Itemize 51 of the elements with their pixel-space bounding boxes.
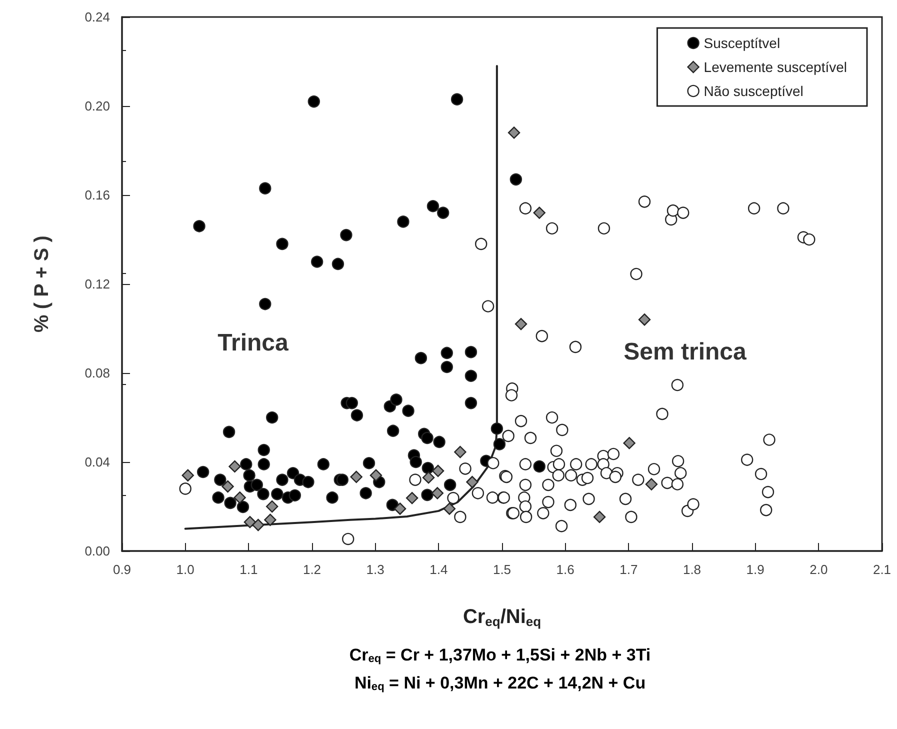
y-tick-label: 0.24 xyxy=(84,10,110,24)
point xyxy=(252,518,264,532)
legend-label: Susceptítvel xyxy=(704,35,780,51)
y-tick-label: 0.16 xyxy=(84,188,110,202)
text: Creq = Cr + 1,37Mo + 1,5Si + 2Nb + 3Ti xyxy=(349,646,651,665)
point xyxy=(645,478,658,490)
point xyxy=(623,436,636,450)
y-tick-label: 0.00 xyxy=(84,544,110,558)
legend-label: Não susceptível xyxy=(704,83,804,99)
y-axis-title: % ( P + S ) xyxy=(31,236,53,332)
y-tick-label: 0.12 xyxy=(84,276,110,292)
point xyxy=(244,516,256,528)
y-tick-label: 0.04 xyxy=(84,454,110,470)
point xyxy=(431,487,444,500)
point xyxy=(234,492,246,504)
point xyxy=(182,469,194,482)
point xyxy=(222,480,234,493)
point xyxy=(638,314,651,326)
x-tick-label: 1.5 xyxy=(492,562,512,577)
x-tick-label: 1.1 xyxy=(240,562,258,577)
x-tick-label: 2.0 xyxy=(810,562,828,577)
point xyxy=(266,500,278,513)
y-tick-label: 0.20 xyxy=(84,98,110,114)
point xyxy=(432,464,444,477)
legend-label: Levemente susceptível xyxy=(704,59,848,75)
x-tick-label: 1.0 xyxy=(176,562,194,577)
x-tick-label: 1.9 xyxy=(746,562,764,577)
x-tick-label: 1.2 xyxy=(302,562,322,577)
point xyxy=(454,446,466,458)
point xyxy=(443,502,456,515)
point xyxy=(466,476,478,488)
annotation: Trinca xyxy=(218,330,289,356)
point xyxy=(533,206,546,219)
point xyxy=(264,514,276,526)
point xyxy=(228,460,241,473)
annotation: Sem trinca xyxy=(624,338,748,366)
x-tick-label: 1.7 xyxy=(620,562,638,577)
point xyxy=(514,318,528,330)
x-tick-label: 1.6 xyxy=(556,562,574,577)
x-tick-label: 2.1 xyxy=(872,562,892,577)
x-tick-label: 1.4 xyxy=(430,562,448,577)
y-tick-label: 0.08 xyxy=(84,366,110,380)
x-tick-label: 0.9 xyxy=(112,562,132,577)
x-tick-label: 1.3 xyxy=(366,562,384,577)
point xyxy=(350,470,362,484)
point xyxy=(593,510,606,524)
point xyxy=(422,471,435,484)
text: Nieq = Ni + 0,3Mn + 22C + 14,2N + Cu xyxy=(354,674,646,693)
point xyxy=(406,492,418,504)
point xyxy=(508,126,520,139)
x-tick-label: 1.8 xyxy=(682,562,702,577)
